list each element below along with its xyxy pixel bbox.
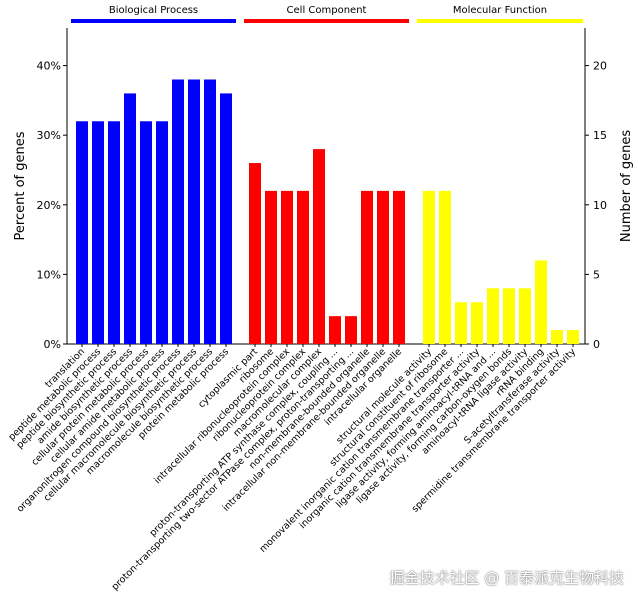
bar [108, 121, 120, 344]
bar [140, 121, 152, 344]
bar [361, 190, 373, 344]
left-tick-label: 30% [37, 129, 61, 142]
bar [519, 288, 531, 344]
bar [377, 190, 389, 344]
bar [439, 190, 451, 344]
right-tick-label: 5 [593, 268, 600, 281]
watermark: 掘金技术社区 @ 百泰派克生物科技 [389, 569, 624, 587]
group-header-label: Molecular Function [453, 5, 547, 16]
bar [503, 288, 515, 344]
bar [124, 93, 136, 345]
bar [313, 149, 325, 344]
bar [204, 79, 216, 345]
bar [297, 190, 309, 344]
bar [471, 302, 483, 344]
group-header-bar [244, 19, 409, 23]
bar [393, 190, 405, 344]
bar [567, 330, 579, 344]
right-tick-label: 20 [593, 60, 607, 73]
bar [76, 121, 88, 344]
bar [92, 121, 104, 344]
group-header-label: Cell Component [287, 5, 367, 16]
right-tick-label: 15 [593, 129, 607, 142]
right-tick-label: 0 [593, 338, 600, 351]
bar [423, 190, 435, 344]
right-axis-label: Number of genes [619, 130, 634, 243]
bar [345, 316, 357, 344]
group-header-label: Biological Process [109, 5, 198, 16]
bar [455, 302, 467, 344]
right-tick-label: 10 [593, 199, 607, 212]
group-header-bar [71, 19, 236, 23]
bar [220, 93, 232, 345]
bar [265, 190, 277, 344]
left-tick-label: 40% [37, 60, 61, 73]
bar [281, 190, 293, 344]
bar [249, 163, 261, 344]
left-axis-label: Percent of genes [13, 131, 28, 240]
bar [329, 316, 341, 344]
bar [487, 288, 499, 344]
left-tick-label: 20% [37, 199, 61, 212]
left-tick-label: 0% [44, 338, 61, 351]
bar [188, 79, 200, 345]
bar [156, 121, 168, 344]
left-tick-label: 10% [37, 268, 61, 281]
bar [551, 330, 563, 344]
group-header-bar [417, 19, 583, 23]
bar [535, 260, 547, 344]
bar [172, 79, 184, 345]
